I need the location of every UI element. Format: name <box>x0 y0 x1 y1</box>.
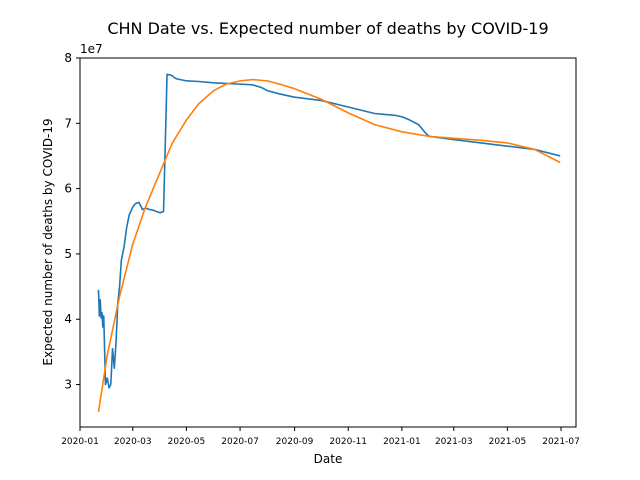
series-layer <box>97 73 561 413</box>
x-tick-label: 2020-05 <box>168 437 206 447</box>
series-line-1 <box>97 78 561 413</box>
x-tick-label: 2020-09 <box>276 437 314 447</box>
x-tick-label: 2020-07 <box>221 437 259 447</box>
x-tick-label: 2021-05 <box>489 437 527 447</box>
x-tick-label: 2020-01 <box>61 437 99 447</box>
y-axis-label: Expected number of deaths by COVID-19 <box>41 118 55 365</box>
plot-area <box>80 58 576 427</box>
y-tick-label: 7 <box>64 116 72 130</box>
series-line-0 <box>97 73 561 389</box>
y-tick-label: 3 <box>64 378 72 392</box>
y-axis: 3 4 5 6 7 8 <box>64 51 80 392</box>
y-offset-label: 1e7 <box>80 42 103 56</box>
plot-frame <box>79 57 577 428</box>
y-tick-label: 8 <box>64 51 72 65</box>
x-axis: 2020-01 2020-03 2020-05 2020-07 2020-09 2020-… <box>61 427 580 447</box>
y-tick-label: 4 <box>64 312 72 326</box>
x-tick-label: 2021-01 <box>383 437 421 447</box>
y-tick-label: 6 <box>64 182 72 196</box>
x-tick-label: 2020-03 <box>114 437 152 447</box>
x-tick-label: 2020-11 <box>329 437 367 447</box>
x-tick-label: 2021-07 <box>542 437 580 447</box>
x-axis-label: Date <box>314 452 343 466</box>
chart-title: CHN Date vs. Expected number of deaths b… <box>107 19 548 38</box>
y-tick-label: 5 <box>64 247 72 261</box>
x-tick-label: 2021-03 <box>435 437 473 447</box>
